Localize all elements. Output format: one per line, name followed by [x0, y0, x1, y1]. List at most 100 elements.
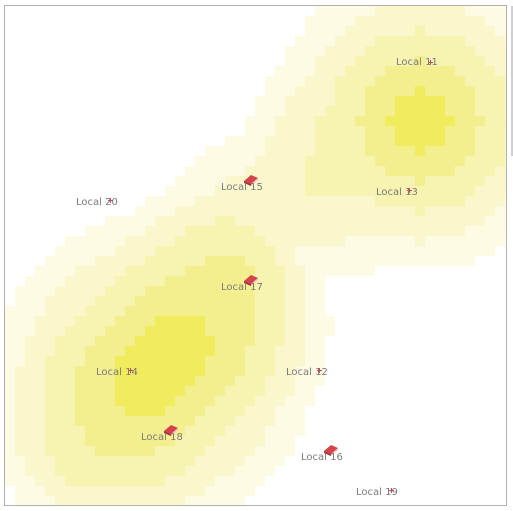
heat-cell: [275, 106, 285, 116]
location-label-local-19[interactable]: Local 19: [356, 487, 398, 498]
crosshair-icon: [108, 198, 113, 203]
heat-cell: [125, 436, 135, 446]
heat-cell: [495, 226, 505, 236]
heat-cell: [205, 486, 215, 496]
heat-cell: [115, 496, 125, 505]
heat-cell: [35, 326, 45, 336]
heat-cell: [265, 156, 275, 166]
heat-cell: [145, 276, 155, 286]
heat-cell: [275, 96, 285, 106]
heat-cell: [365, 106, 375, 116]
heat-cell: [305, 126, 315, 136]
heat-cell: [285, 366, 295, 376]
heat-cell: [315, 16, 325, 26]
heat-cell: [55, 386, 65, 396]
heat-cell: [85, 466, 95, 476]
heat-cell: [415, 26, 425, 36]
heat-cell: [65, 306, 75, 316]
heat-cell: [275, 196, 285, 206]
heat-cell: [275, 66, 285, 76]
heat-cell: [405, 106, 415, 116]
heat-cell: [85, 496, 95, 505]
heat-cell: [455, 186, 465, 196]
heat-cell: [255, 406, 265, 416]
heat-cell: [175, 406, 185, 416]
location-label-local-14[interactable]: Local 14: [96, 367, 138, 378]
heat-cell: [375, 16, 385, 26]
location-label-local-20[interactable]: Local 20: [76, 197, 118, 208]
heat-cell: [295, 36, 305, 46]
heat-cell: [505, 26, 506, 36]
heat-cell: [385, 136, 395, 146]
heat-cell: [75, 376, 85, 386]
heat-cell: [305, 16, 315, 26]
location-label-local-13[interactable]: Local 13: [376, 187, 418, 198]
heat-cell: [135, 246, 145, 256]
heat-cell: [375, 116, 385, 126]
book-icon[interactable]: [243, 173, 259, 186]
heat-cell: [385, 226, 395, 236]
heat-cell: [285, 226, 295, 236]
heat-cell: [455, 106, 465, 116]
book-icon[interactable]: [163, 423, 179, 436]
heat-cell: [35, 336, 45, 346]
heat-cell: [65, 366, 75, 376]
heat-cell: [465, 196, 475, 206]
location-label-local-18[interactable]: Local 18: [141, 432, 183, 443]
heat-cell: [485, 6, 495, 16]
heat-cell: [305, 136, 315, 146]
heat-cell: [475, 46, 485, 56]
heat-cell: [25, 406, 35, 416]
heat-cell: [405, 146, 415, 156]
heat-cell: [75, 436, 85, 446]
heat-cell: [295, 296, 305, 306]
location-label-local-15[interactable]: Local 15: [221, 182, 263, 193]
book-icon[interactable]: [323, 443, 339, 456]
heat-cell: [455, 6, 465, 16]
heat-cell: [245, 136, 255, 146]
heat-cell: [255, 156, 265, 166]
heat-cell: [285, 96, 295, 106]
heat-cell: [355, 6, 365, 16]
heat-cell: [295, 146, 305, 156]
heat-cell: [95, 396, 105, 406]
heat-cell: [95, 496, 105, 505]
heat-cell: [255, 96, 265, 106]
heat-cell: [55, 466, 65, 476]
heat-cell: [365, 66, 375, 76]
heat-cell: [355, 246, 365, 256]
book-icon[interactable]: [243, 273, 259, 286]
heat-cell: [455, 196, 465, 206]
location-label-local-12[interactable]: Local 12: [286, 367, 328, 378]
heat-cell: [505, 156, 506, 166]
heat-cell: [165, 416, 175, 426]
heat-cell: [465, 136, 475, 146]
heat-cell: [215, 176, 225, 186]
heat-cell: [225, 316, 235, 326]
location-label-local-11[interactable]: Local 11: [396, 57, 438, 68]
heat-cell: [45, 496, 55, 505]
heat-cell: [225, 236, 235, 246]
heat-cell: [85, 326, 95, 336]
location-label-local-17[interactable]: Local 17: [221, 282, 263, 293]
heat-cell: [105, 446, 115, 456]
heat-cell: [265, 356, 275, 366]
heat-cell: [355, 236, 365, 246]
heat-cell: [45, 356, 55, 366]
heat-cell: [25, 416, 35, 426]
heat-cell: [395, 96, 405, 106]
heat-cell: [95, 276, 105, 286]
map-canvas[interactable]: Local 11 Local 13 Local 15 Local 20 Loca…: [4, 5, 507, 506]
heat-cell: [35, 396, 45, 406]
heat-cell: [45, 466, 55, 476]
heat-cell: [395, 16, 405, 26]
heat-cell: [235, 246, 245, 256]
location-label-local-16[interactable]: Local 16: [301, 452, 343, 463]
heat-cell: [245, 326, 255, 336]
heat-cell: [435, 46, 445, 56]
heat-cell: [245, 476, 255, 486]
scrollbar[interactable]: [511, 6, 513, 156]
heat-cell: [505, 56, 506, 66]
heat-cell: [325, 236, 335, 246]
heat-cell: [295, 96, 305, 106]
